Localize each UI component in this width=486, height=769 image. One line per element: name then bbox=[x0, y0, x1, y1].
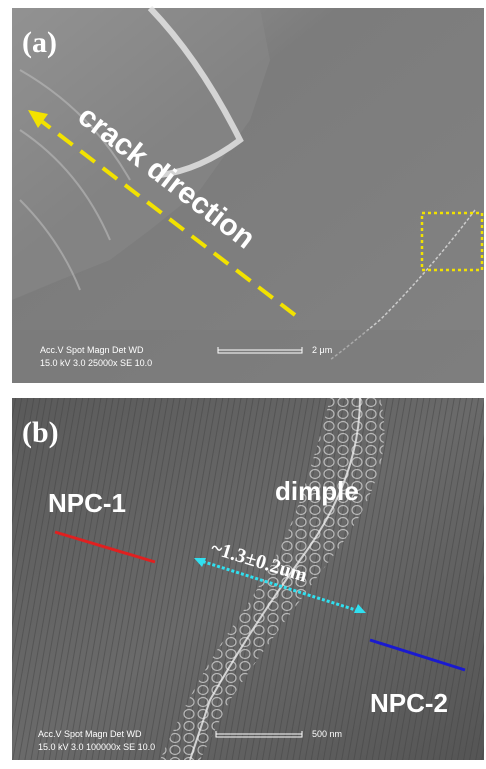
panel-label: (a) bbox=[22, 26, 57, 59]
panel-label: (b) bbox=[22, 416, 59, 449]
dimple-label: dimple bbox=[275, 476, 359, 506]
info-values: 15.0 kV 3.0 100000x SE 10.0 bbox=[38, 742, 155, 752]
npc2-label: NPC-2 bbox=[370, 688, 448, 718]
npc1-label: NPC-1 bbox=[48, 488, 126, 518]
panel-a: (a) crack direction Acc.V Spot Magn Det … bbox=[12, 8, 484, 383]
info-header: Acc.V Spot Magn Det WD bbox=[40, 345, 144, 355]
info-bg bbox=[12, 330, 484, 383]
scale-label: 500 nm bbox=[312, 729, 342, 739]
scale-label: 2 μm bbox=[312, 345, 332, 355]
info-values: 15.0 kV 3.0 25000x SE 10.0 bbox=[40, 358, 152, 368]
panel-b: (b) NPC-1 dimple ~1.3±0.2um NPC-2 Acc.V … bbox=[12, 398, 484, 760]
figure: (a) crack direction Acc.V Spot Magn Det … bbox=[0, 0, 486, 769]
info-header: Acc.V Spot Magn Det WD bbox=[38, 729, 142, 739]
